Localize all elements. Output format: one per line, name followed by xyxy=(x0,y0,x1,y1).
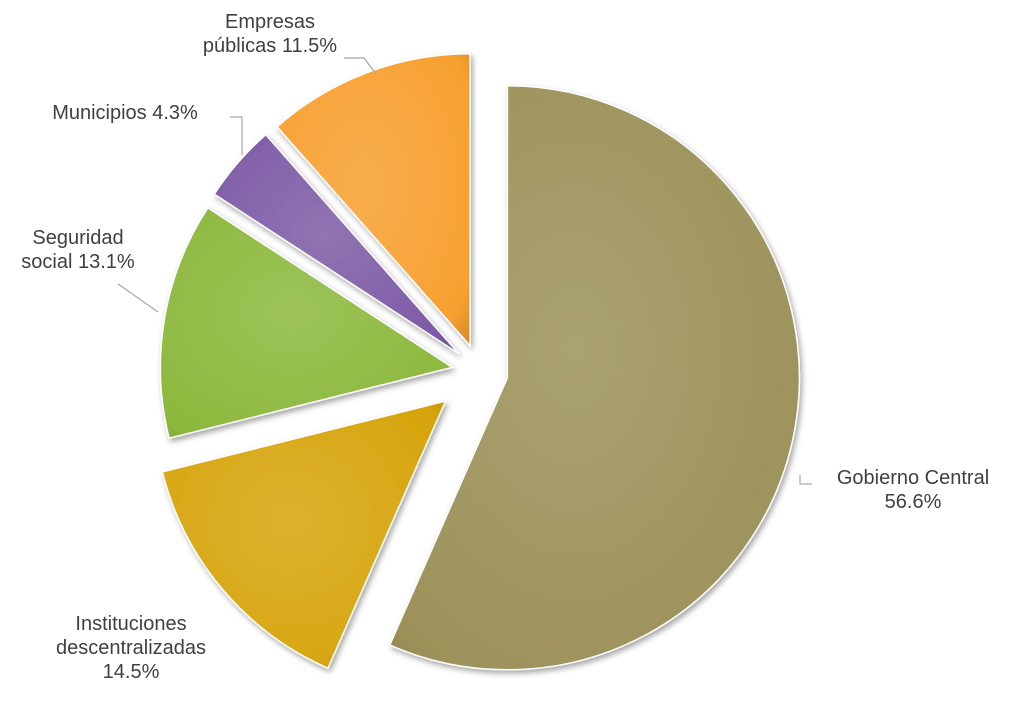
data-label-gobierno-central: Gobierno Central 56.6% xyxy=(837,467,989,513)
data-label-instituciones-descentralizadas: Instituciones descentralizadas 14.5% xyxy=(56,613,206,683)
data-labels-layer: Gobierno Central 56.6% Instituciones descen… xyxy=(21,11,989,683)
data-label-line: Instituciones xyxy=(75,613,186,635)
data-label-line: Empresas xyxy=(225,11,315,33)
data-label-line: 14.5% xyxy=(103,661,160,683)
data-label-line: Seguridad xyxy=(32,227,123,249)
data-label-line: descentralizadas xyxy=(56,637,206,659)
pie-slice-instituciones-descentralizadas xyxy=(161,399,447,670)
leader-line-2 xyxy=(117,283,159,313)
data-label-line: 56.6% xyxy=(885,491,942,513)
leader-line-3 xyxy=(230,116,243,155)
data-label-line: Gobierno Central xyxy=(837,467,989,489)
pie-slice-empresas-p-blicas xyxy=(275,53,471,348)
leader-line-4 xyxy=(344,57,377,75)
data-label-line: públicas 11.5% xyxy=(203,35,337,57)
pie-slice-seguridad-social xyxy=(159,206,455,440)
leader-line-0 xyxy=(799,475,812,485)
slices-layer xyxy=(159,53,801,671)
leader-lines-layer xyxy=(117,57,812,485)
data-label-municipios: Municipios 4.3% xyxy=(52,102,198,124)
pie-slice-gobierno-central xyxy=(388,85,801,671)
data-label-seguridad-social: Seguridad social 13.1% xyxy=(21,227,135,273)
data-label-line: Municipios 4.3% xyxy=(52,102,198,124)
data-label-empresas-p-blicas: Empresas públicas 11.5% xyxy=(203,11,337,57)
pie-slice-municipios xyxy=(213,133,460,355)
data-label-line: social 13.1% xyxy=(21,251,135,273)
